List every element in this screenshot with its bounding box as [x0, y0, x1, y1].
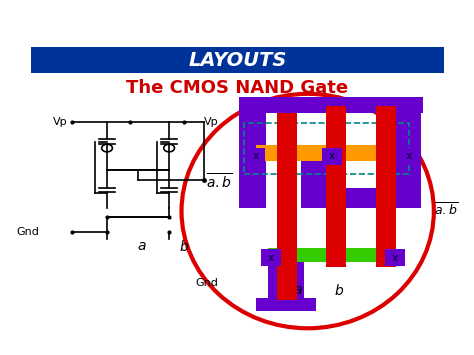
Text: $\overline{a.b}$: $\overline{a.b}$: [206, 172, 233, 191]
FancyBboxPatch shape: [261, 249, 281, 266]
Text: x: x: [405, 151, 412, 161]
Text: x: x: [268, 253, 274, 263]
FancyBboxPatch shape: [277, 113, 297, 300]
Text: Gnd: Gnd: [196, 278, 219, 288]
FancyBboxPatch shape: [256, 145, 384, 161]
FancyBboxPatch shape: [376, 105, 396, 267]
Text: x: x: [392, 253, 399, 263]
FancyBboxPatch shape: [268, 248, 391, 262]
FancyBboxPatch shape: [246, 148, 265, 165]
FancyBboxPatch shape: [394, 113, 421, 208]
FancyBboxPatch shape: [256, 297, 316, 311]
FancyBboxPatch shape: [380, 161, 409, 208]
Text: Vp: Vp: [53, 117, 68, 127]
Text: Vp: Vp: [204, 117, 219, 127]
Text: The CMOS NAND Gate: The CMOS NAND Gate: [126, 79, 348, 97]
FancyBboxPatch shape: [385, 249, 405, 266]
Text: $\overline{a.b}$: $\overline{a.b}$: [434, 201, 458, 218]
Text: $a$: $a$: [292, 283, 302, 297]
Text: $a$: $a$: [137, 239, 147, 253]
Text: $b$: $b$: [334, 283, 344, 298]
FancyBboxPatch shape: [301, 160, 330, 208]
FancyBboxPatch shape: [322, 148, 342, 165]
FancyBboxPatch shape: [30, 47, 444, 73]
FancyBboxPatch shape: [239, 97, 423, 113]
FancyBboxPatch shape: [239, 113, 266, 208]
FancyBboxPatch shape: [301, 187, 388, 208]
FancyBboxPatch shape: [326, 105, 346, 267]
FancyBboxPatch shape: [399, 148, 419, 165]
Text: Gnd: Gnd: [16, 226, 39, 236]
Text: x: x: [329, 151, 335, 161]
FancyBboxPatch shape: [268, 262, 303, 302]
Text: LAYOUTS: LAYOUTS: [188, 51, 287, 70]
Text: x: x: [253, 151, 259, 161]
Text: $b$: $b$: [179, 239, 189, 254]
